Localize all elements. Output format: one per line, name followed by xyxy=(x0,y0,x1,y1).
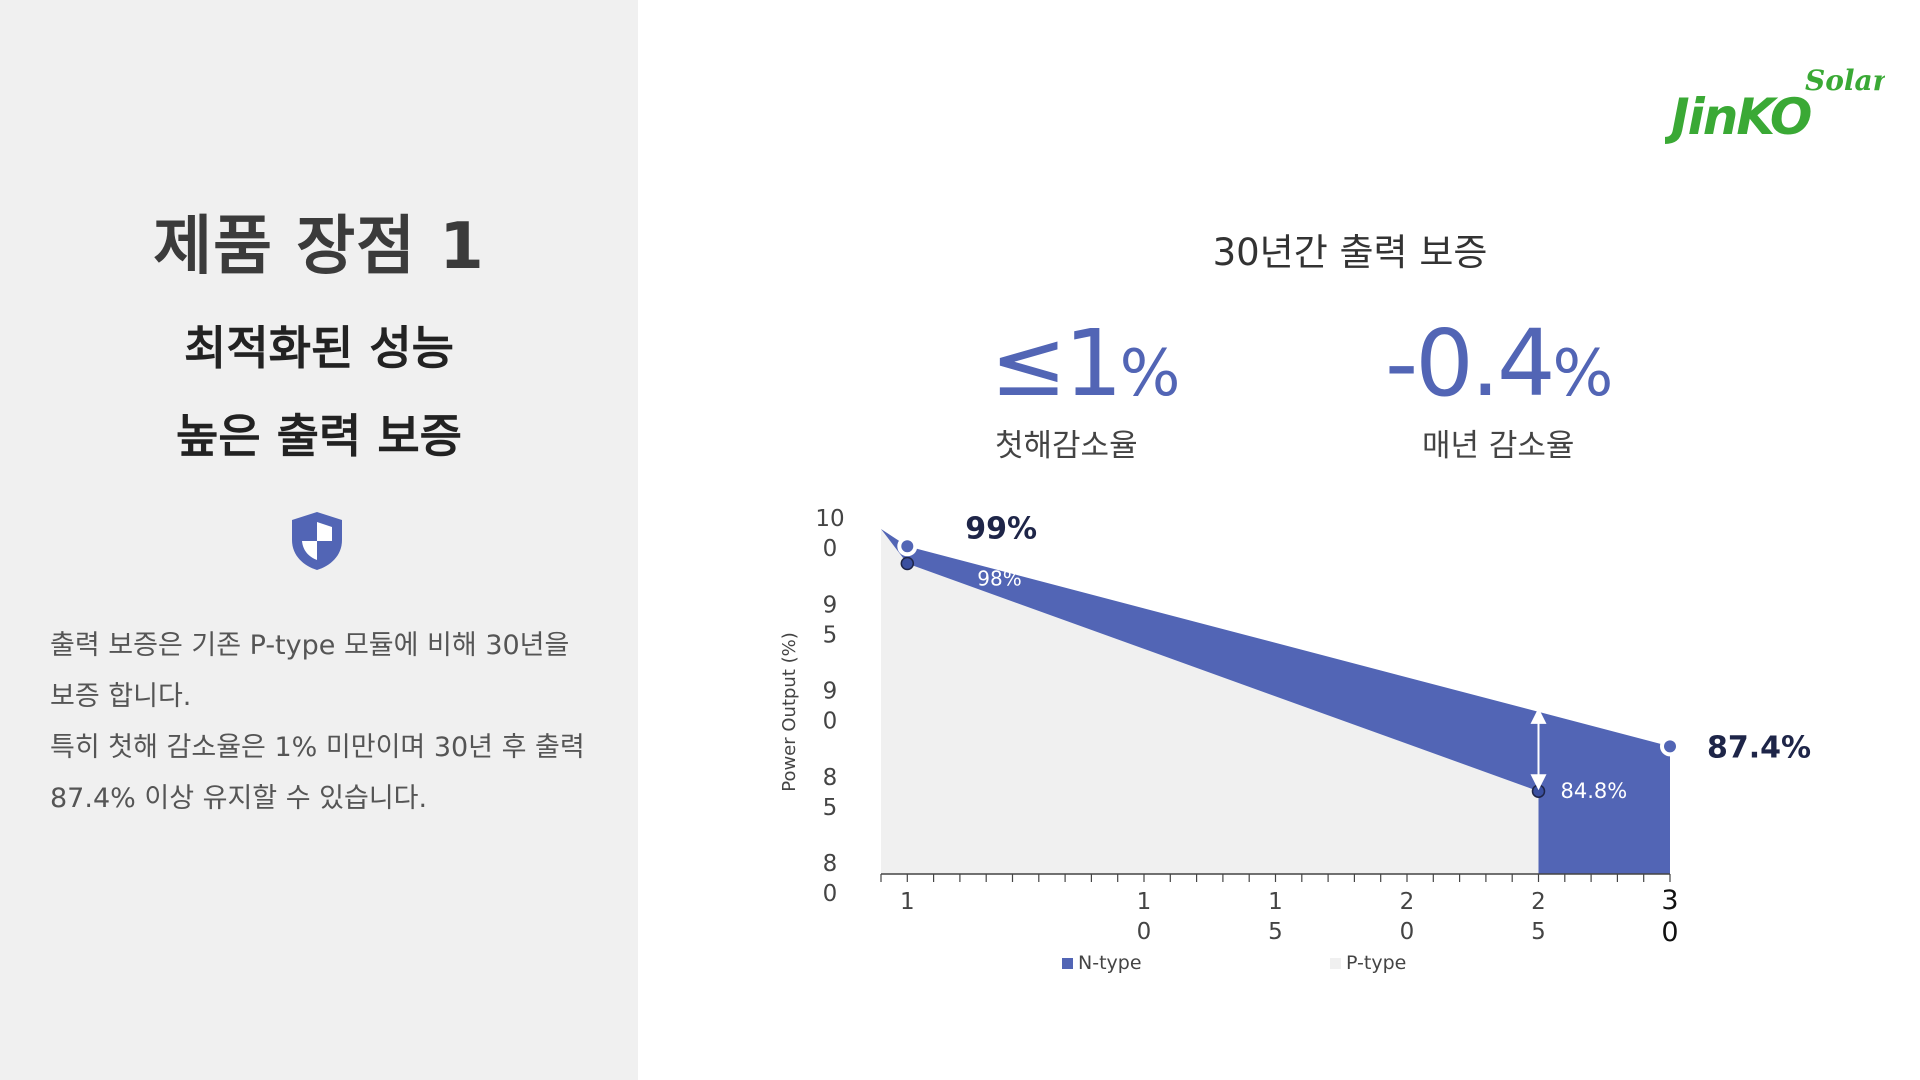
jinko-solar-logo: Solar JinKO xyxy=(1665,64,1885,146)
n-type-start-marker xyxy=(901,540,914,553)
subtitle-performance: 최적화된 성능 xyxy=(184,321,454,375)
page-title: 제품 장점 1 xyxy=(153,210,485,284)
stat-first-year-value: ≤1% xyxy=(990,310,1180,417)
x-tick-label: 1 xyxy=(900,889,915,915)
stat-first-year-label: 첫해감소율 xyxy=(995,428,1138,464)
p-type-start-marker xyxy=(900,556,915,571)
p-type-end-marker xyxy=(1531,784,1546,798)
label-84-8: 84.8% xyxy=(1561,779,1628,803)
description-line: 특히 첫해 감소율은 1% 미만이며 30년 후 출력 xyxy=(50,732,585,763)
n-type-area xyxy=(881,529,1670,874)
logo-script: Solar xyxy=(1805,64,1885,97)
stat-annual-unit: % xyxy=(1552,337,1614,411)
p-type-area xyxy=(881,529,1539,874)
n-type-end-marker xyxy=(1664,740,1676,753)
legend-label-p-type: P-type xyxy=(1346,952,1406,974)
shield-icon xyxy=(292,512,342,570)
label-87-4: 87.4% xyxy=(1707,730,1811,765)
stat-first-year-unit: % xyxy=(1119,337,1181,411)
description-line: 87.4% 이상 유지할 수 있습니다. xyxy=(50,783,428,814)
chart-title: 30년간 출력 보증 xyxy=(1212,231,1488,274)
stat-annual-number: -0.4 xyxy=(1385,310,1556,417)
description-line: 보증 합니다. xyxy=(50,681,192,712)
label-98: 98% xyxy=(977,567,1021,591)
logo-brand: JinKO xyxy=(1665,88,1811,146)
y-tick-label: 10 0 xyxy=(815,506,844,562)
stat-annual-value: -0.4% xyxy=(1385,310,1613,417)
label-99: 99% xyxy=(965,511,1037,546)
stat-first-year-number: ≤1 xyxy=(990,310,1123,417)
y-axis-label: Power Output (%) xyxy=(779,632,800,792)
description-line: 출력 보증은 기존 P-type 모듈에 비해 30년을 xyxy=(50,630,570,661)
subtitle-warranty: 높은 출력 보증 xyxy=(176,409,462,463)
legend-swatch-p-type xyxy=(1330,958,1341,969)
description: 출력 보증은 기존 P-type 모듈에 비해 30년을 보증 합니다. 특히 … xyxy=(50,620,610,824)
legend-label-n-type: N-type xyxy=(1078,952,1142,974)
stat-annual-label: 매년 감소율 xyxy=(1422,428,1575,464)
legend-swatch-n-type xyxy=(1062,958,1073,969)
